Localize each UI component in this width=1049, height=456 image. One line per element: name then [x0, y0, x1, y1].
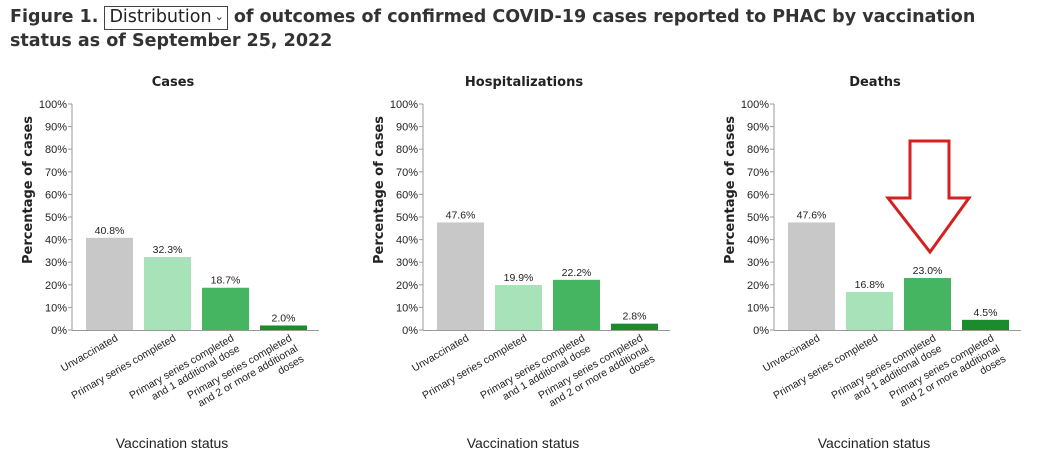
y-tick-label: 0% — [753, 325, 769, 337]
category-label: Primary series completedand 2 or more ad… — [185, 332, 306, 422]
bar-value-label: 23.0% — [913, 265, 943, 277]
y-tick-label: 0% — [51, 325, 67, 337]
figure-title-text: of outcomes of confirmed COVID-19 cases … — [10, 7, 976, 51]
bar[interactable] — [846, 292, 893, 330]
y-tick-label: 0% — [402, 325, 418, 337]
y-tick-label: 100% — [741, 99, 769, 111]
y-tick-label: 50% — [747, 212, 769, 224]
y-tick-label: 60% — [747, 189, 769, 201]
figure-label: Figure 1. — [10, 7, 99, 27]
bar-value-label: 2.0% — [272, 312, 296, 324]
chevron-down-icon: ⌄ — [214, 10, 224, 23]
bar[interactable] — [86, 237, 133, 330]
bar-value-label: 32.3% — [153, 244, 183, 256]
y-tick-label: 100% — [390, 99, 418, 111]
x-axis-label: Vaccination status — [818, 435, 931, 451]
y-tick-label: 40% — [396, 235, 418, 247]
y-tick-label: 40% — [45, 235, 67, 247]
down-arrow-icon — [884, 139, 972, 255]
y-tick-label: 50% — [45, 212, 67, 224]
y-tick-label: 100% — [39, 99, 67, 111]
y-tick-label: 20% — [396, 280, 418, 292]
bar[interactable] — [611, 323, 658, 330]
bar[interactable] — [553, 279, 600, 330]
y-tick-label: 90% — [396, 122, 418, 134]
y-tick-label: 40% — [747, 235, 769, 247]
y-tick-label: 10% — [396, 302, 418, 314]
y-tick-label: 80% — [747, 144, 769, 156]
y-tick-label: 20% — [45, 280, 67, 292]
measure-dropdown-value: Distribution — [109, 7, 212, 27]
y-tick-label: 30% — [747, 257, 769, 269]
chart-title: Hospitalizations — [465, 75, 583, 90]
bar-value-label: 19.9% — [504, 272, 534, 284]
category-label: Primary series completedand 2 or more ad… — [536, 332, 657, 422]
chart-hospitalizations: Hospitalizations 0% 10% 20% 30% 40% 50% 60% 70% 8… — [372, 75, 670, 451]
bar-value-label: 47.6% — [797, 209, 827, 221]
chart-deaths: Deaths0%10%20%30%40%50%60%70%80%90%100%P… — [723, 75, 1021, 451]
y-tick-label: 30% — [396, 257, 418, 269]
bar-value-label: 4.5% — [974, 307, 998, 319]
bar[interactable] — [202, 287, 249, 330]
x-axis-label: Vaccination status — [116, 435, 229, 451]
bar[interactable] — [904, 278, 951, 330]
y-axis-label: Percentage of cases — [21, 116, 36, 264]
chart-title: Deaths — [849, 75, 901, 90]
bar-value-label: 18.7% — [211, 275, 241, 287]
y-axis-label: Percentage of cases — [372, 116, 387, 264]
y-axis-label: Percentage of cases — [723, 116, 738, 264]
chart-cases: Cases 0% 10% 20% 30% 40% 50% 60% 70% 80% 90% 100%Pe… — [21, 75, 319, 451]
y-tick-label: 10% — [45, 302, 67, 314]
bar[interactable] — [495, 285, 542, 330]
bar-value-label: 40.8% — [95, 225, 125, 237]
bar[interactable] — [962, 319, 1009, 330]
y-tick-label: 60% — [45, 189, 67, 201]
y-tick-label: 80% — [396, 144, 418, 156]
bar-value-label: 2.8% — [623, 311, 647, 323]
y-tick-label: 90% — [45, 122, 67, 134]
y-tick-label: 50% — [396, 212, 418, 224]
y-tick-label: 90% — [747, 122, 769, 134]
y-tick-label: 70% — [747, 167, 769, 179]
y-tick-label: 60% — [396, 189, 418, 201]
figure-title: Figure 1. Distribution ⌄ of outcomes of c… — [10, 6, 1040, 53]
category-label: Primary series completedand 2 or more ad… — [887, 332, 1008, 422]
chart-title: Cases — [152, 75, 195, 90]
y-tick-label: 70% — [45, 167, 67, 179]
bar-value-label: 47.6% — [446, 209, 476, 221]
bar-value-label: 16.8% — [855, 279, 885, 291]
bar-value-label: 22.2% — [562, 267, 592, 279]
y-tick-label: 10% — [747, 302, 769, 314]
x-axis-label: Vaccination status — [467, 435, 580, 451]
bar[interactable] — [788, 222, 835, 330]
y-tick-label: 80% — [45, 144, 67, 156]
bar[interactable] — [144, 257, 191, 330]
bar[interactable] — [437, 222, 484, 330]
bar[interactable] — [260, 325, 307, 330]
y-tick-label: 20% — [747, 280, 769, 292]
y-tick-label: 30% — [45, 257, 67, 269]
y-tick-label: 70% — [396, 167, 418, 179]
